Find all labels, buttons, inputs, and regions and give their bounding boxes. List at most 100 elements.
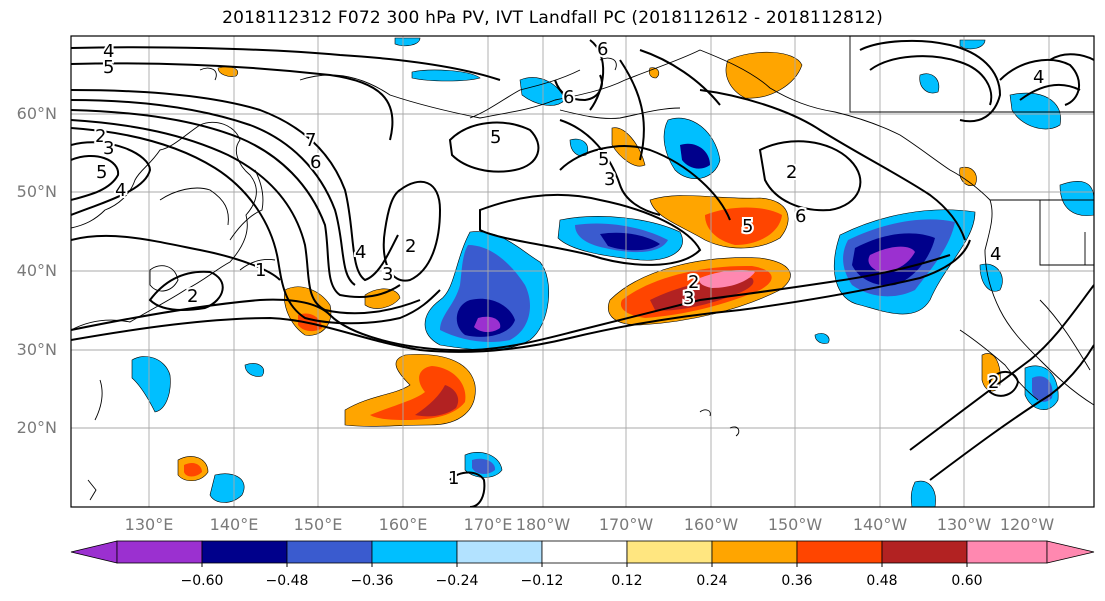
- contour-label: 4: [355, 242, 366, 263]
- lat-label: 30°N: [16, 340, 57, 359]
- lon-label: 120°W: [999, 515, 1055, 534]
- map-frame: [70, 35, 1095, 508]
- pv-shading: [131, 37, 1094, 507]
- colorbar-max-extend: [1046, 540, 1095, 564]
- contour-label: 2: [187, 286, 198, 307]
- contour-label: 3: [103, 138, 114, 159]
- colorbar-segment: [796, 540, 883, 564]
- contour-label: 4: [103, 41, 114, 62]
- graticule: [71, 36, 1094, 507]
- contour-label: 4: [990, 244, 1001, 265]
- colorbar: [70, 540, 1095, 567]
- colorbar-tick-label: −0.24: [435, 573, 479, 589]
- contour-label: 2: [688, 272, 699, 293]
- contour-label: 2: [95, 126, 106, 147]
- negative-anomaly-patch: [680, 143, 710, 169]
- colorbar-segment: [201, 540, 288, 564]
- contour-label: 7: [305, 130, 316, 151]
- contour-label: 6: [310, 152, 321, 173]
- negative-anomaly-patch: [1009, 92, 1061, 130]
- lon-label: 180°W: [515, 515, 571, 534]
- positive-anomaly-patch: [415, 385, 459, 417]
- negative-anomaly-patch: [814, 333, 830, 344]
- contour-label: 6: [795, 206, 806, 227]
- contour-label: 5: [103, 57, 114, 78]
- lon-label: 150°W: [767, 515, 823, 534]
- lon-label: 130°W: [936, 515, 992, 534]
- lon-label: 130°E: [124, 515, 174, 534]
- lon-label: 160°W: [683, 515, 739, 534]
- colorbar-segment: [966, 540, 1048, 564]
- positive-anomaly-patch: [981, 353, 1001, 392]
- ivt-contours: [71, 39, 1094, 507]
- lat-label: 40°N: [16, 261, 57, 280]
- colorbar-tick-label: 0.48: [866, 573, 898, 589]
- colorbar-tick-label: 0.60: [951, 573, 983, 589]
- contour-label: 3: [382, 264, 393, 285]
- colorbar-tick-label: −0.36: [350, 573, 394, 589]
- lon-label: 160°E: [378, 515, 428, 534]
- colorbar-segment: [711, 540, 798, 564]
- colorbar-tick-label: −0.60: [180, 573, 224, 589]
- colorbar-segment: [881, 540, 968, 564]
- contour-label: 5: [598, 149, 609, 170]
- contour-label: 4: [115, 180, 126, 201]
- colorbar-tick-label: −0.12: [520, 573, 564, 589]
- lon-label: 170°W: [598, 515, 654, 534]
- contour-label: 2: [988, 372, 999, 393]
- map-title: 2018112312 F072 300 hPa PV, IVT Landfall…: [222, 8, 883, 28]
- colorbar-tick-label: 0.12: [611, 573, 643, 589]
- positive-anomaly-patch: [705, 207, 782, 245]
- contour-label: 1: [448, 468, 459, 489]
- contour-label: 2: [786, 162, 797, 183]
- map-plot-area: 4 5 2 3 5 4 6 7 5 4 3 2 1 2 6 6 5 3 2 6 …: [71, 36, 1094, 507]
- contour-label: 1: [255, 260, 266, 281]
- colorbar-tick-label: 0.24: [696, 573, 728, 589]
- colorbar-segment: [371, 540, 458, 564]
- lon-label: 140°E: [209, 515, 259, 534]
- lat-label: 50°N: [16, 182, 57, 201]
- contour-label: 6: [563, 87, 574, 108]
- negative-anomaly-patch: [244, 363, 265, 377]
- negative-anomaly-patch: [474, 316, 501, 333]
- negative-anomaly-patch: [1032, 376, 1053, 402]
- negative-anomaly-patch: [131, 356, 171, 413]
- contour-label: 4: [1033, 67, 1044, 88]
- negative-anomaly-patch: [519, 77, 566, 106]
- contour-label: 5: [96, 162, 107, 183]
- contour-label: 3: [683, 288, 694, 309]
- negative-anomaly-patch: [569, 138, 589, 157]
- negative-anomaly-patch: [959, 39, 986, 50]
- negative-anomaly-patch: [910, 480, 936, 507]
- negative-anomaly-patch: [600, 232, 660, 251]
- contour-label: 5: [742, 216, 753, 237]
- lat-label: 60°N: [16, 104, 57, 123]
- positive-anomaly-patch: [725, 51, 803, 99]
- colorbar-segment: [116, 540, 203, 564]
- negative-anomaly-patch: [1059, 181, 1094, 216]
- negative-anomaly-patch: [411, 69, 481, 82]
- negative-anomaly-patch: [394, 37, 421, 47]
- negative-anomaly-patch: [209, 473, 245, 503]
- colorbar-segment: [541, 540, 628, 564]
- contour-labels: 4 5 2 3 5 4 6 7 5 4 3 2 1 2 6 6 5 3 2 6 …: [93, 37, 1046, 491]
- coastlines: [71, 36, 1094, 501]
- colorbar-segment: [456, 540, 543, 564]
- positive-anomaly-patch: [699, 270, 755, 288]
- positive-anomaly-patch: [184, 462, 202, 477]
- colorbar-min-extend: [70, 540, 118, 564]
- contour-label: 5: [490, 127, 501, 148]
- contour-label: 2: [405, 236, 416, 257]
- lon-label: 150°E: [293, 515, 343, 534]
- negative-anomaly-patch: [472, 458, 496, 474]
- colorbar-tick-label: −0.48: [265, 573, 309, 589]
- positive-anomaly-patch: [364, 288, 401, 309]
- negative-anomaly-patch: [919, 73, 940, 94]
- colorbar-segment: [286, 540, 373, 564]
- lon-label: 140°W: [852, 515, 908, 534]
- colorbar-tick-label: 0.36: [781, 573, 813, 589]
- contour-label: 3: [604, 169, 615, 190]
- lat-label: 20°N: [16, 418, 57, 437]
- contour-label: 6: [597, 39, 608, 60]
